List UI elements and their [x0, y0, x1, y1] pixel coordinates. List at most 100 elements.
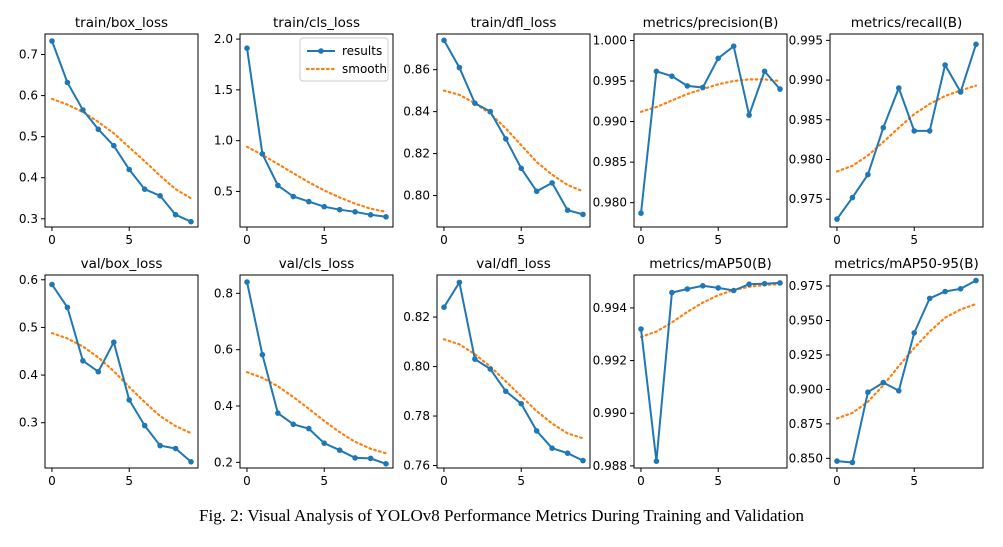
data-point-results — [533, 188, 540, 195]
data-point-results — [549, 445, 555, 452]
data-point-results — [441, 304, 447, 311]
y-tick-label: 0.6 — [19, 89, 38, 103]
data-point-results — [441, 37, 447, 44]
data-point-results — [126, 166, 132, 173]
data-point-results — [834, 458, 840, 464]
series-line-results — [640, 44, 781, 214]
legend-label-smooth: smooth — [342, 62, 387, 76]
y-tick-label: 0.990 — [593, 406, 627, 420]
data-point-results — [834, 216, 840, 222]
chart-val-dfl-loss: val/dfl_loss 0.76 0.78 0.80 0.82 0 5 — [403, 256, 591, 488]
y-tick-label: 0.3 — [19, 212, 38, 226]
data-point-results — [290, 193, 297, 200]
data-point-results — [126, 397, 132, 403]
figure-caption: Fig. 2: Visual Analysis of YOLOv8 Perfor… — [199, 506, 804, 525]
series-line-results — [51, 283, 192, 463]
y-tick-label: 0.82 — [403, 310, 430, 324]
chart-metrics-map50-95-b: metrics/mAP50-95(B) 0.850 0.875 0.900 0.925 0… — [789, 256, 984, 488]
data-point-results — [715, 285, 721, 291]
data-point-results — [290, 421, 297, 428]
legend: results smooth — [299, 37, 389, 82]
data-point-results — [503, 388, 509, 395]
y-tick-label: 1.000 — [593, 33, 627, 47]
data-point-results — [973, 41, 979, 48]
plot-frame — [436, 274, 591, 469]
y-tick-label: 1.5 — [214, 83, 233, 97]
y-tick-label: 0.2 — [214, 455, 233, 469]
y-tick-label: 0.990 — [789, 73, 823, 87]
data-point-results — [865, 171, 871, 178]
data-point-results — [653, 458, 660, 465]
data-point-results — [926, 295, 933, 302]
series-line-smooth — [442, 89, 585, 193]
data-point-results — [549, 180, 555, 186]
series-line-smooth — [639, 78, 782, 113]
data-point-results — [653, 68, 660, 75]
y-tick-label: 0.86 — [403, 63, 430, 77]
plot-frame — [436, 33, 591, 228]
y-tick-label: 0.80 — [403, 189, 430, 203]
y-tick-label: 0.875 — [789, 417, 823, 431]
y-tick-label: 0.995 — [593, 74, 627, 88]
y-tick-label: 0.950 — [789, 313, 823, 327]
x-tick-label: 0 — [833, 474, 841, 488]
data-point-results — [849, 459, 856, 466]
data-point-results — [321, 440, 328, 447]
x-tick-label: 0 — [637, 233, 645, 247]
chart-train-cls-loss: train/cls_loss 0.5 1.0 1.5 2.0 0 5 results smoot… — [214, 15, 394, 247]
chart-train-box-loss: train/box_loss 0.3 0.4 0.5 0.6 0.7 0 5 — [19, 15, 199, 247]
data-point-results — [383, 461, 389, 467]
y-tick-label: 0.3 — [19, 416, 38, 430]
y-tick-label: 0.980 — [789, 152, 823, 166]
y-tick-label: 0.8 — [214, 286, 233, 300]
data-point-results — [111, 339, 117, 346]
y-tick-label: 0.5 — [214, 184, 233, 198]
y-tick-label: 0.6 — [214, 343, 233, 357]
plot-frame — [829, 274, 984, 469]
data-point-results — [896, 388, 902, 394]
plot-frame — [44, 33, 199, 228]
data-point-results — [472, 100, 478, 106]
data-point-results — [700, 84, 706, 91]
data-point-results — [715, 55, 721, 62]
data-point-results — [580, 211, 586, 218]
data-point-results — [684, 83, 691, 89]
data-point-results — [275, 182, 281, 189]
data-point-results — [336, 206, 343, 213]
y-tick-label: 0.4 — [19, 171, 38, 185]
chart-title: metrics/mAP50-95(B) — [834, 256, 979, 272]
x-tick-label: 5 — [714, 233, 722, 247]
data-point-results — [503, 136, 509, 142]
data-point-results — [456, 279, 463, 286]
data-point-results — [472, 356, 478, 362]
series-line-results — [246, 48, 387, 218]
data-point-results — [275, 410, 281, 416]
y-tick-label: 0.850 — [789, 451, 823, 465]
data-point-results — [518, 165, 524, 172]
plot-frame — [633, 274, 788, 469]
data-point-results — [700, 283, 706, 289]
y-tick-label: 0.925 — [789, 348, 823, 362]
data-point-results — [684, 286, 691, 292]
data-point-results — [880, 379, 887, 386]
y-tick-label: 0.990 — [593, 115, 627, 129]
chart-metrics-map50-b: metrics/mAP50(B) 0.988 0.990 0.992 0.994 0 5 — [593, 256, 788, 488]
y-tick-label: 0.5 — [19, 320, 38, 334]
data-point-results — [973, 277, 979, 284]
chart-title: metrics/mAP50(B) — [649, 256, 772, 272]
series-line-results — [443, 279, 584, 462]
y-tick-label: 0.975 — [789, 279, 823, 293]
data-point-results — [49, 38, 55, 44]
data-point-results — [911, 128, 917, 134]
data-point-results — [957, 286, 964, 292]
data-point-results — [306, 425, 312, 432]
data-point-results — [669, 73, 675, 79]
x-tick-label: 0 — [48, 474, 56, 488]
series-line-results — [443, 39, 584, 216]
plot-frame — [239, 33, 394, 228]
x-tick-label: 5 — [320, 233, 328, 247]
data-point-results — [64, 304, 71, 311]
data-point-results — [564, 207, 571, 213]
data-point-results — [188, 218, 194, 225]
y-tick-label: 0.80 — [403, 360, 430, 374]
